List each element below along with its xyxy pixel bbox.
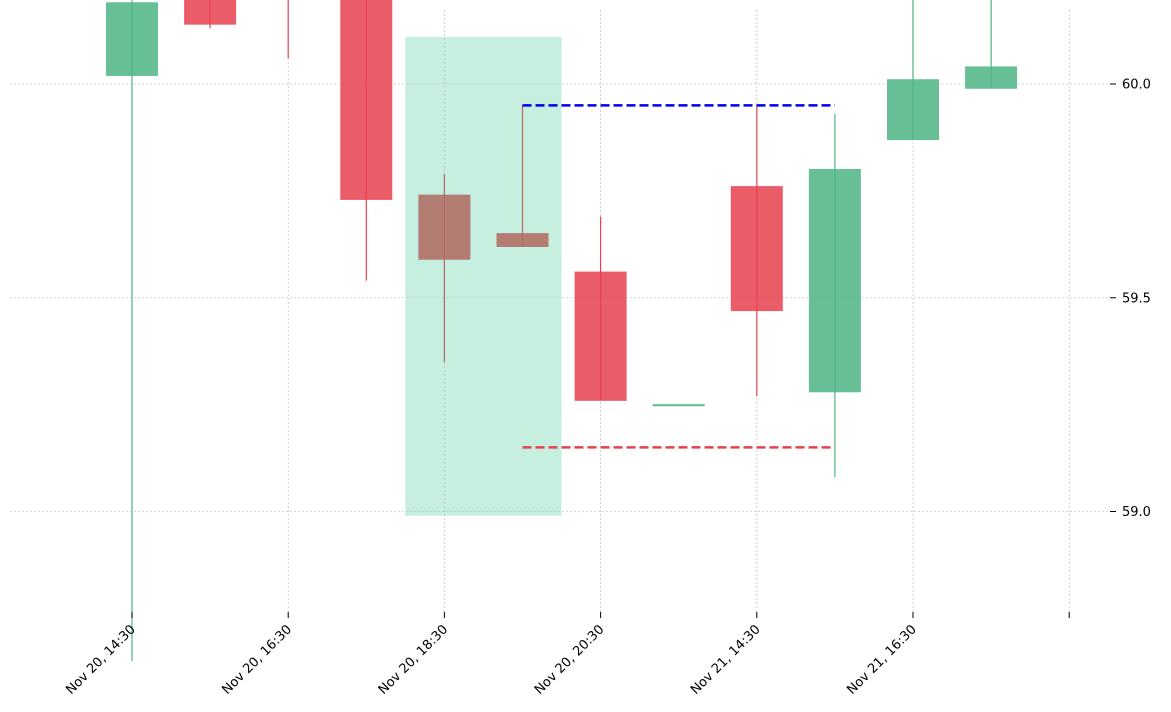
candle-body <box>730 186 783 312</box>
candle-body <box>340 0 393 200</box>
candle <box>730 105 783 397</box>
candle <box>808 113 861 478</box>
candle-body <box>574 271 627 401</box>
x-tick-label: Nov 20, 18:30 <box>376 622 452 698</box>
y-tick-label: 59.0 <box>1122 505 1151 520</box>
candle-layer <box>106 0 1018 662</box>
candle <box>652 404 705 407</box>
candle <box>965 0 1018 89</box>
x-tick-label: Nov 21, 16:30 <box>844 622 920 698</box>
candle-body <box>887 79 939 141</box>
candle <box>418 173 471 362</box>
candle-body <box>418 194 471 260</box>
candle <box>887 0 939 141</box>
candle <box>574 216 627 401</box>
candle-body <box>106 2 158 76</box>
y-tick-label: 59.5 <box>1122 291 1151 306</box>
candle <box>496 105 549 247</box>
highlight-zone <box>405 36 562 516</box>
candle <box>184 0 237 29</box>
candle-body <box>808 169 861 393</box>
candle-body <box>184 0 237 25</box>
y-tick-label: 60.0 <box>1122 78 1151 93</box>
x-tick-label: Nov 20, 20:30 <box>532 622 608 698</box>
highlight-zone-layer <box>405 36 562 516</box>
candle <box>340 0 393 281</box>
x-tick-label: Nov 20, 14:30 <box>63 622 139 698</box>
candle-body <box>965 66 1018 89</box>
candle <box>106 0 158 662</box>
candle-body <box>652 404 705 407</box>
candle <box>287 0 289 59</box>
candle-body <box>496 233 549 247</box>
x-tick-label: Nov 20, 16:30 <box>220 622 296 698</box>
level-lines-layer <box>522 104 835 449</box>
x-tick-label: Nov 21, 14:30 <box>688 622 764 698</box>
